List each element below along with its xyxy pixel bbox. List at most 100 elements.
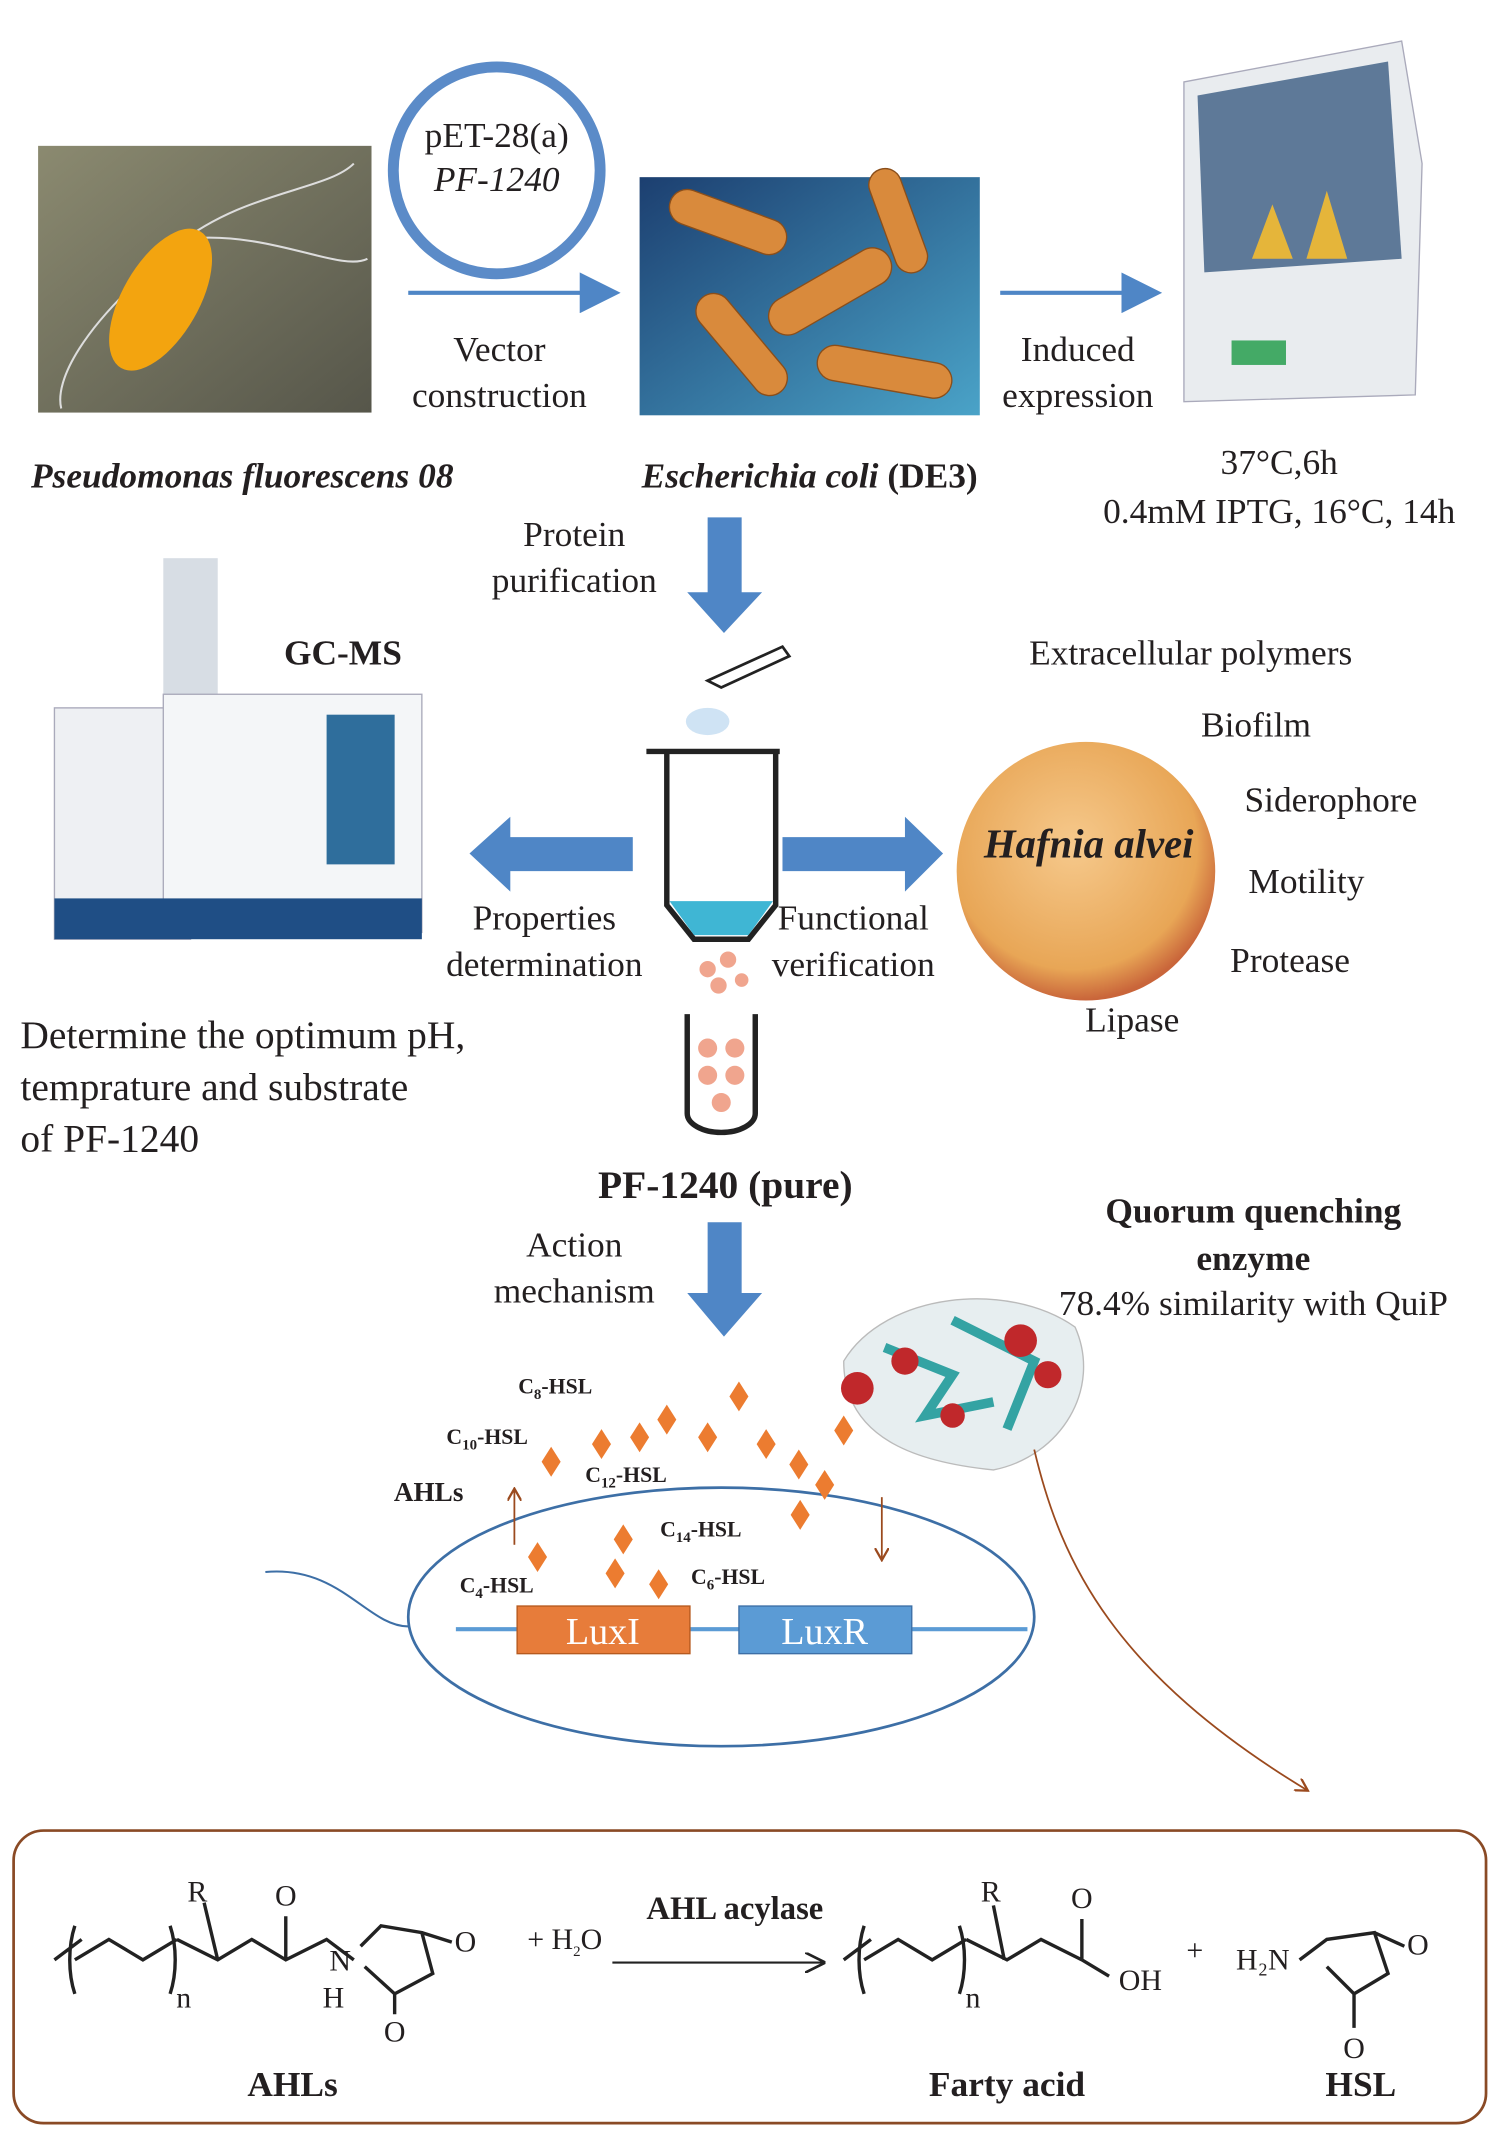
- hsl-label: C10-HSL: [446, 1425, 527, 1453]
- phenotype: Protease: [1230, 940, 1350, 980]
- ecoli-image: [639, 167, 980, 416]
- hsl-main: C: [660, 1518, 676, 1542]
- chem-part: O: [581, 1923, 603, 1956]
- block-arrow: [687, 1222, 763, 1337]
- note: temprature and substrate: [20, 1065, 408, 1109]
- atom-label: H₂N: [1236, 1943, 1290, 1976]
- gcms-image: [53, 558, 423, 940]
- hsl-rest: -HSL: [483, 1573, 534, 1597]
- chem-sub: 2: [573, 1944, 580, 1960]
- step-label: determination: [446, 944, 643, 984]
- reaction-label: Farty acid: [929, 2064, 1086, 2104]
- reaction-enzyme: AHL acylase: [646, 1891, 823, 1927]
- flagellum: [265, 1570, 409, 1628]
- atom-label: R: [981, 1875, 1001, 1908]
- reaction-box: [12, 1829, 1488, 2125]
- organism: Escherichia coli (DE3): [641, 455, 978, 495]
- condition: 0.4mM IPTG, 16°C, 14h: [1103, 491, 1456, 531]
- step-label: Protein: [523, 514, 625, 554]
- signal-group: AHLs: [394, 1477, 464, 1507]
- reaction-plus: +: [1186, 1934, 1203, 1967]
- column: [646, 644, 792, 1136]
- atom-label: O: [455, 1926, 477, 1959]
- phenotype: Biofilm: [1201, 704, 1311, 744]
- organism-host: Escherichia coli: [641, 455, 879, 495]
- hsl-sub: 4: [475, 1586, 483, 1602]
- phenotype: Motility: [1248, 861, 1364, 901]
- hsl-label: C6-HSL: [691, 1565, 765, 1593]
- hsl-label: C12-HSL: [585, 1463, 666, 1491]
- hsl-sub: 8: [534, 1387, 541, 1403]
- atom-label: O: [1343, 2032, 1365, 2065]
- petri-plate: [956, 741, 1216, 1001]
- structures: [53, 1902, 1406, 2028]
- atom-label: O: [1407, 1928, 1429, 1961]
- step-label: Induced: [1021, 329, 1135, 369]
- step-label: Properties: [473, 898, 616, 938]
- enzyme-title: Quorum quenching: [1105, 1190, 1401, 1230]
- organism-strain: (DE3): [887, 455, 977, 495]
- step-label: Vector: [453, 329, 546, 369]
- condition: 37°C,6h: [1221, 442, 1339, 482]
- hsl-rest: -HSL: [477, 1425, 528, 1449]
- atom-label: n: [966, 1981, 981, 2014]
- reaction-label: HSL: [1325, 2064, 1396, 2104]
- plasmid-name: pET-28(a): [425, 115, 569, 155]
- step-label: construction: [412, 375, 587, 415]
- gene-luxi: [516, 1605, 691, 1655]
- phenotype: Lipase: [1085, 1000, 1179, 1040]
- gene-label: LuxR: [781, 1611, 868, 1653]
- hsl-rest: -HSL: [691, 1518, 742, 1542]
- product: PF-1240 (pure): [598, 1163, 853, 1207]
- hsl-label: C14-HSL: [660, 1518, 741, 1546]
- atom-label: n: [176, 1981, 191, 2014]
- atom-label: O: [275, 1879, 297, 1912]
- hsl-sub: 12: [601, 1476, 616, 1492]
- phenotype: Siderophore: [1244, 779, 1417, 819]
- note: of PF-1240: [20, 1117, 199, 1161]
- atom-label: R: [187, 1875, 207, 1908]
- chem-part: + H: [527, 1923, 573, 1956]
- atom-label: OH: [1119, 1964, 1162, 1997]
- plasmid: pET-28(a) PF-1240: [387, 61, 606, 280]
- hsl-sub: 6: [707, 1578, 715, 1594]
- hsl-main: C: [518, 1375, 534, 1399]
- enzyme-title: enzyme: [1196, 1238, 1310, 1278]
- hsl-main: C: [460, 1573, 476, 1597]
- hsl-label: C8-HSL: [518, 1375, 592, 1403]
- pseudomonas-image: [38, 145, 372, 413]
- reaction-label: AHLs: [247, 2064, 337, 2104]
- phenotype: Extracellular polymers: [1029, 632, 1352, 672]
- hsl-rest: -HSL: [616, 1463, 667, 1487]
- atom-label: O: [1071, 1882, 1093, 1915]
- step-label: Action: [526, 1224, 623, 1264]
- protein-structure: [840, 1298, 1085, 1471]
- hsl-rest: -HSL: [714, 1565, 765, 1589]
- hsl-label: C4-HSL: [460, 1573, 534, 1601]
- organism: Pseudomonas fluorescens 08: [30, 455, 454, 495]
- instrument: GC-MS: [284, 632, 402, 672]
- hsl-main: C: [691, 1565, 707, 1589]
- plasmid-gene: PF-1240: [433, 159, 560, 199]
- enzyme-similarity: 78.4% similarity with QuiP: [1059, 1283, 1448, 1323]
- block-arrow: [687, 517, 763, 634]
- cell: [406, 1486, 1036, 1748]
- hsl-main: C: [585, 1463, 601, 1487]
- atom-label: O: [384, 2015, 406, 2048]
- organism: Hafnia alvei: [983, 822, 1194, 867]
- arrow: [1033, 1449, 1306, 1790]
- atom-label: H: [323, 1981, 345, 2014]
- step-label: verification: [772, 944, 935, 984]
- gene-luxr: [738, 1605, 913, 1655]
- step-label: mechanism: [494, 1271, 655, 1311]
- step-label: purification: [492, 560, 657, 600]
- note: Determine the optimum pH,: [20, 1013, 465, 1057]
- step-label: Functional: [778, 898, 929, 938]
- hsl-sub: 10: [462, 1438, 477, 1454]
- atom-label: N: [329, 1945, 351, 1978]
- hsl-rest: -HSL: [541, 1375, 592, 1399]
- reaction-water: + H2O: [527, 1923, 602, 1960]
- block-arrow: [782, 816, 944, 892]
